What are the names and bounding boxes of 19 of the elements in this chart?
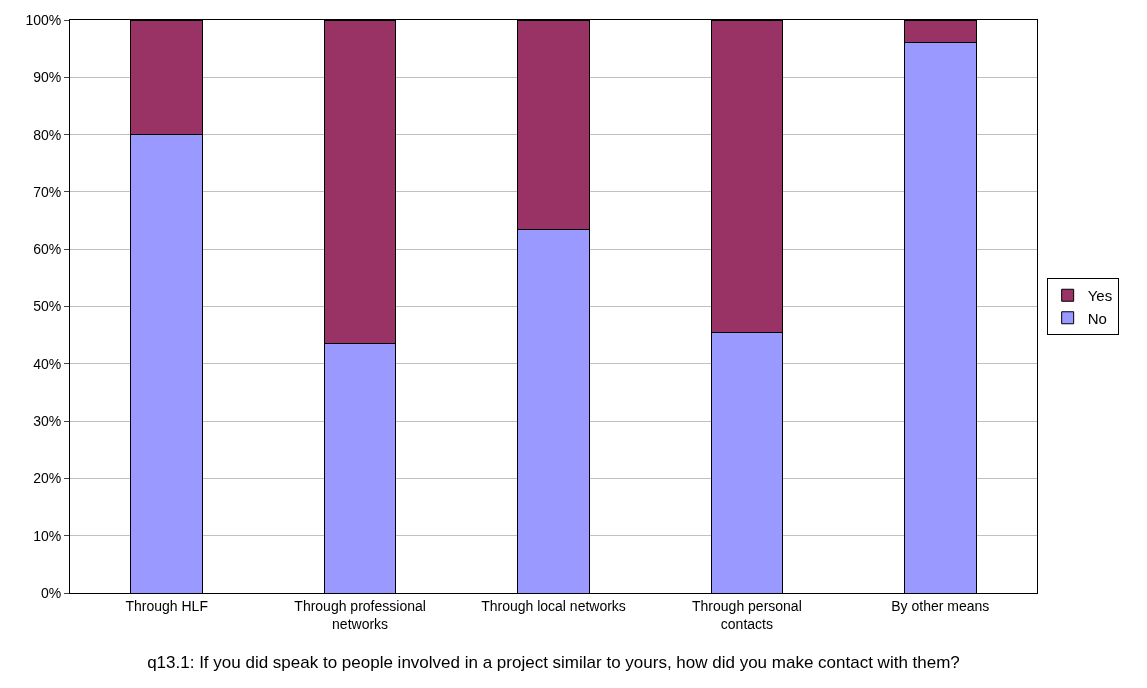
y-tick-label: 60%	[33, 241, 62, 258]
x-tick-label: Through professional networks	[294, 597, 426, 632]
legend-label: Yes	[1087, 287, 1113, 305]
y-tick-label: 10%	[33, 527, 62, 544]
x-axis-title: q13.1: If you did speak to people involved in a project similar to yours, how did you make contact with them?	[147, 653, 960, 673]
legend-label: No	[1087, 309, 1107, 327]
y-tick-label: 0%	[40, 584, 62, 601]
x-tick-label: Through local networks	[481, 597, 626, 614]
y-tick-label: 80%	[33, 126, 62, 143]
x-tick-label: Through HLF	[125, 597, 208, 614]
y-tick-label: 70%	[33, 183, 62, 200]
y-tick-label: 30%	[33, 413, 62, 429]
x-tick-label: Through personal contacts	[692, 597, 802, 632]
y-tick-label: 50%	[33, 298, 62, 315]
x-tick-label: By other means	[891, 597, 990, 614]
y-tick-label: 100%	[25, 11, 62, 28]
y-tick-label: 20%	[33, 470, 62, 487]
y-tick-label: 40%	[33, 355, 62, 372]
y-tick-label: 90%	[33, 69, 62, 86]
